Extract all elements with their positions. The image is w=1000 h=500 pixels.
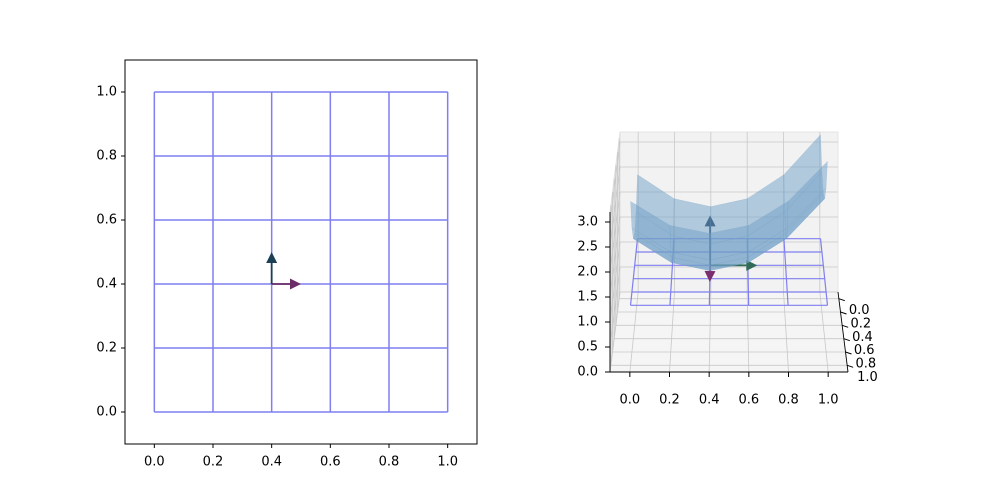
z-tick-label: 3.0 <box>577 215 598 230</box>
y-tick <box>843 338 850 342</box>
x-tick-label: 0.2 <box>203 455 224 470</box>
x-tick-label: 1.0 <box>818 393 839 408</box>
y-tick-label: 0.4 <box>852 330 873 345</box>
z-tick-label: 2.5 <box>577 240 598 255</box>
arrow-head <box>290 278 301 290</box>
y-tick-label: 0.2 <box>851 317 872 332</box>
x-tick-label: 0.6 <box>738 393 759 408</box>
mesh-line <box>629 238 639 306</box>
surface-patch <box>786 160 828 229</box>
y-tick-label: 0.6 <box>96 213 117 228</box>
x-tick-label: 0.0 <box>619 393 640 408</box>
x-tick-label: 0.2 <box>659 393 680 408</box>
x-tick-label: 0.6 <box>320 455 341 470</box>
arrow-head <box>746 259 758 271</box>
x-tick-label: 0.8 <box>778 393 799 408</box>
y-tick-label: 0.6 <box>854 343 875 358</box>
z-tick-label: 1.0 <box>577 315 598 330</box>
grid-line <box>609 266 621 348</box>
grid-line <box>609 216 621 298</box>
y-tick <box>847 364 854 368</box>
grid-line <box>609 166 621 248</box>
arrow-head <box>266 252 278 263</box>
y-tick-label: 0.0 <box>849 303 870 318</box>
x-tick-label: 1.0 <box>437 455 458 470</box>
z-tick-label: 0.0 <box>577 365 598 380</box>
y-tick-label: 0.8 <box>96 149 117 164</box>
grid-line <box>609 241 621 323</box>
y-axis-line <box>837 291 849 373</box>
mesh-line <box>783 238 789 306</box>
mesh-line <box>819 238 829 306</box>
x-tick-label: 0.0 <box>144 455 165 470</box>
y-tick-label: 0.2 <box>96 341 117 356</box>
floor-pane <box>609 291 849 373</box>
y-tick-label: 1.0 <box>96 85 117 100</box>
arrow-head <box>704 270 716 282</box>
x-tick-label: 0.4 <box>261 455 282 470</box>
z-tick-label: 2.0 <box>577 265 598 280</box>
y-tick-label: 1.0 <box>857 370 878 385</box>
axes-frame <box>124 59 478 445</box>
y-tick <box>840 311 847 315</box>
y-tick <box>842 324 849 328</box>
grid-line <box>609 141 621 223</box>
grid-line <box>609 291 621 373</box>
y-tick-label: 0.0 <box>96 405 117 420</box>
y-tick <box>838 298 845 302</box>
x-tick-label: 0.8 <box>379 455 400 470</box>
grid-line <box>609 191 621 273</box>
y-tick-label: 0.8 <box>856 357 877 372</box>
y-tick <box>845 351 852 355</box>
z-tick-label: 0.5 <box>577 340 598 355</box>
z-tick-label: 1.5 <box>577 290 598 305</box>
y-tick-label: 0.4 <box>96 277 117 292</box>
x-tick-label: 0.4 <box>699 393 720 408</box>
